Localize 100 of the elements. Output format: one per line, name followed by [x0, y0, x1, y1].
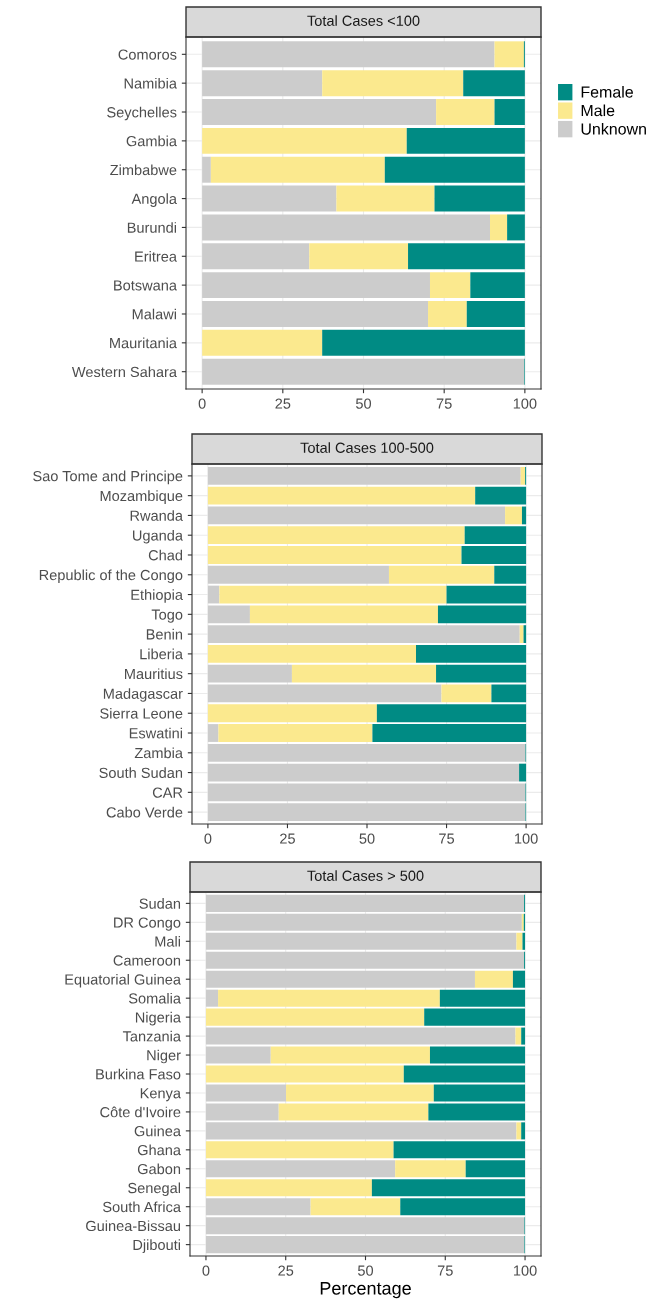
chart-title: Total Cases <100 [307, 15, 420, 26]
bar [441, 684, 492, 703]
y-tick-label: Namibia [124, 77, 177, 89]
bar [205, 1236, 525, 1254]
y-tick-label: Chad [148, 549, 183, 561]
bar [205, 951, 525, 969]
y-tick-label: Sierra Leone [100, 707, 183, 719]
y-tick-label: Somalia [128, 992, 181, 1004]
bar [218, 989, 440, 1007]
y-tick-label: CAR [152, 787, 183, 798]
bar [322, 70, 464, 97]
y-tick-label: Togo [151, 609, 183, 623]
bar [207, 783, 526, 802]
bar [207, 724, 219, 742]
bar [278, 1103, 429, 1121]
bar [429, 272, 471, 299]
y-tick-label: Ghana [137, 1144, 181, 1156]
bar [428, 301, 467, 327]
y-tick-label: Zambia [134, 747, 183, 759]
bar [475, 486, 527, 505]
bar [207, 664, 292, 683]
bar [322, 329, 525, 356]
y-tick-label: Senegal [128, 1182, 180, 1197]
y-tick-label: Uganda [133, 529, 183, 544]
bar [205, 1160, 396, 1178]
bar [207, 526, 465, 545]
x-tick-label: 75 [439, 833, 455, 844]
bar [205, 1179, 372, 1197]
y-tick-label: Kenya [140, 1088, 181, 1102]
bar [202, 301, 429, 327]
y-tick-label: Cabo Verde [106, 806, 183, 818]
x-tick-label: 100 [513, 398, 537, 409]
bar [202, 41, 495, 68]
bar [490, 214, 508, 241]
y-tick-label: Seychelles [107, 106, 177, 121]
bar [202, 358, 525, 385]
bar [464, 526, 527, 545]
x-tick-label: 75 [437, 1265, 453, 1276]
bar [519, 763, 527, 782]
bar [205, 913, 522, 931]
y-tick-label: Eswatini [129, 727, 182, 739]
bar [205, 1046, 271, 1064]
bar [207, 644, 416, 663]
bar [376, 704, 527, 723]
y-tick-label: Burkina Faso [96, 1068, 181, 1080]
y-tick-label: Botswana [114, 280, 177, 291]
bar [309, 243, 409, 270]
bar [207, 684, 442, 703]
bar [436, 664, 527, 683]
y-tick-label: Equatorial Guinea [65, 973, 181, 988]
bar [461, 546, 527, 564]
chart-title: Total Cases 100-500 [300, 442, 434, 453]
y-tick-label: Mauritius [125, 668, 183, 680]
bar [384, 156, 525, 183]
bar [515, 1027, 522, 1045]
bar [336, 185, 435, 212]
bar [202, 243, 310, 270]
y-tick-label: Tanzania [122, 1030, 181, 1042]
bar [202, 272, 430, 299]
x-tick-label: 50 [357, 1265, 374, 1276]
legend-label: Male [581, 104, 615, 117]
bar [205, 970, 475, 988]
y-tick-label: Republic of the Congo [39, 569, 183, 584]
bar [494, 41, 524, 68]
bar [207, 486, 476, 505]
bar [202, 70, 323, 97]
bar [436, 99, 495, 125]
bar [400, 1198, 526, 1216]
x-tick-label: 0 [204, 833, 212, 844]
y-tick-label: Guinea [134, 1125, 181, 1137]
bar [205, 1084, 287, 1102]
bar [205, 1027, 516, 1045]
bar [205, 1008, 425, 1026]
y-tick-label: Gambia [126, 135, 177, 147]
y-tick-label: Ethiopia [131, 589, 183, 603]
bar [446, 585, 527, 604]
bar [491, 684, 527, 703]
bar [218, 724, 373, 742]
bar [202, 127, 407, 154]
bar [207, 803, 526, 822]
bar [205, 1198, 311, 1216]
bar [466, 301, 525, 327]
bar [207, 546, 462, 564]
bar [521, 1027, 526, 1045]
bar [463, 70, 525, 97]
legend-label: Female [581, 85, 633, 98]
bar [202, 214, 491, 241]
y-tick-label: Guinea-Bissau [86, 1220, 181, 1232]
bar [202, 99, 437, 125]
bar [207, 743, 526, 762]
x-tick-label: 0 [198, 398, 206, 409]
y-tick-label: Burundi [127, 222, 176, 233]
bar [516, 932, 523, 950]
bar [507, 214, 525, 241]
bar [516, 1122, 522, 1140]
x-tick-label: 50 [359, 833, 375, 844]
y-tick-label: Niger [147, 1049, 181, 1064]
x-tick-label: 100 [513, 1265, 537, 1276]
bar [408, 243, 525, 270]
bar [434, 185, 525, 212]
